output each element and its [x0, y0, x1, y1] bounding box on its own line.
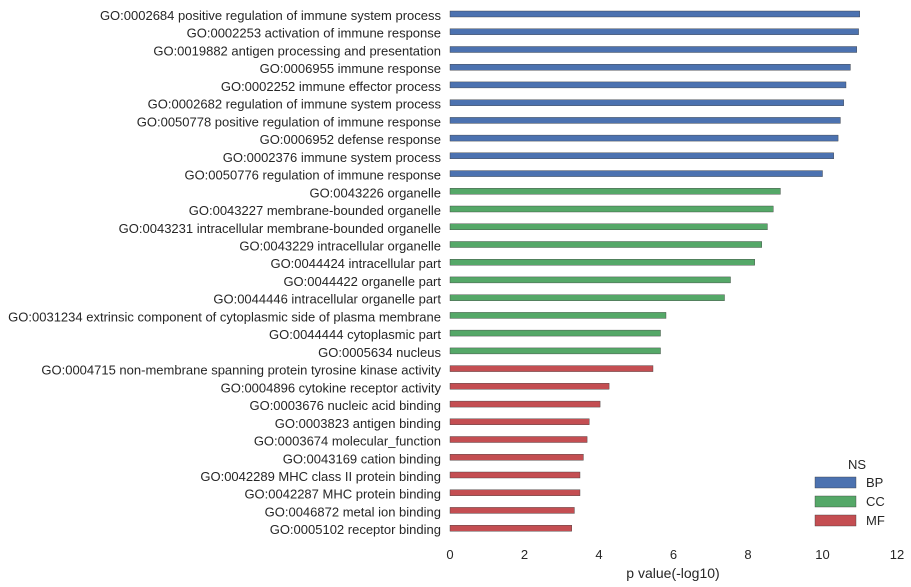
category-label: GO:0031234 extrinsic component of cytopl… — [8, 309, 441, 324]
bar-bp — [449, 134, 839, 142]
x-axis: p value(-log10) 0 2 4 6 8 10 12 — [446, 547, 904, 581]
category-label: GO:0044444 cytoplasmic part — [269, 327, 441, 342]
bar-bp — [449, 81, 847, 89]
legend-label: CC — [866, 494, 885, 509]
x-tick-label: 2 — [521, 547, 528, 562]
legend-label: BP — [866, 475, 883, 490]
bar-cc — [449, 312, 667, 319]
category-label: GO:0003823 antigen binding — [275, 416, 441, 431]
x-tick-label: 8 — [744, 547, 751, 562]
bar-cc — [449, 276, 731, 284]
category-label: GO:0043231 intracellular membrane-bounde… — [119, 221, 441, 236]
category-label: GO:0003674 molecular_function — [254, 434, 441, 449]
bar-mf — [449, 418, 590, 425]
bar-mf — [449, 436, 588, 443]
category-label: GO:0006955 immune response — [260, 61, 441, 76]
x-tick-label: 4 — [595, 547, 602, 562]
bar-mf — [449, 489, 581, 496]
bar-cc — [449, 205, 774, 213]
category-label: GO:0044424 intracellular part — [270, 256, 441, 271]
category-label: GO:0006952 defense response — [260, 132, 441, 147]
legend-swatch-cc — [814, 495, 857, 508]
category-label: GO:0003676 nucleic acid binding — [249, 398, 441, 413]
category-label: GO:0044446 intracellular organelle part — [213, 292, 441, 307]
bar-mf — [449, 400, 601, 408]
bar-cc — [449, 241, 762, 248]
bar-cc — [449, 329, 661, 337]
bar-mf — [449, 383, 610, 390]
bar-bp — [449, 99, 844, 106]
category-label: GO:0043229 intracellular organelle — [239, 239, 441, 254]
category-label: GO:0004715 non-membrane spanning protein… — [41, 363, 441, 378]
bar-bp — [449, 10, 860, 18]
category-label: GO:0002253 activation of immune response — [187, 26, 441, 41]
legend: NS BP CC MF — [814, 457, 885, 528]
x-tick-label: 10 — [815, 547, 829, 562]
category-label: GO:0002684 positive regulation of immune… — [100, 8, 442, 23]
category-label: GO:0046872 metal ion binding — [265, 504, 441, 519]
bar-cc — [449, 294, 725, 301]
bar-mf — [449, 454, 584, 461]
category-label: GO:0050778 positive regulation of immune… — [137, 114, 441, 129]
category-label: GO:0042289 MHC class II protein binding — [200, 469, 441, 484]
x-axis-title: p value(-log10) — [626, 565, 719, 581]
category-label: GO:0019882 antigen processing and presen… — [153, 44, 441, 59]
x-tick-label: 0 — [446, 547, 453, 562]
bar-mf — [449, 365, 654, 372]
bar-cc — [449, 188, 781, 195]
category-label: GO:0005102 receptor binding — [270, 522, 441, 537]
category-label: GO:0042287 MHC protein binding — [244, 487, 441, 502]
category-label: GO:0050776 regulation of immune response — [184, 168, 441, 183]
bar-bp — [449, 46, 857, 53]
bar-mf — [449, 471, 581, 479]
bar-bp — [449, 170, 823, 177]
bar-cc — [449, 347, 661, 355]
category-label: GO:0043227 membrane-bounded organelle — [189, 203, 441, 218]
bar-bp — [449, 63, 851, 71]
bar-bp — [449, 28, 859, 35]
x-tick-label: 12 — [890, 547, 904, 562]
category-label: GO:0002252 immune effector process — [221, 79, 442, 94]
category-label: GO:0005634 nucleus — [318, 345, 441, 360]
legend-title: NS — [848, 457, 866, 472]
bar-cc — [449, 259, 755, 266]
category-label: GO:0004896 cytokine receptor activity — [221, 380, 442, 395]
bar-cc — [449, 223, 768, 231]
category-label: GO:0002376 immune system process — [223, 150, 442, 165]
category-labels-layer: GO:0002684 positive regulation of immune… — [8, 8, 441, 537]
category-label: GO:0043226 organelle — [309, 185, 441, 200]
legend-swatch-mf — [814, 514, 857, 527]
bar-mf — [449, 507, 575, 514]
bar-bp — [449, 152, 834, 160]
legend-swatch-bp — [814, 476, 857, 489]
bar-mf — [449, 525, 573, 532]
category-label: GO:0043169 cation binding — [283, 451, 441, 466]
category-label: GO:0044422 organelle part — [283, 274, 441, 289]
category-label: GO:0002682 regulation of immune system p… — [148, 97, 442, 112]
bars-layer — [449, 10, 860, 532]
x-tick-label: 6 — [670, 547, 677, 562]
bar-bp — [449, 117, 841, 124]
legend-label: MF — [866, 513, 885, 528]
